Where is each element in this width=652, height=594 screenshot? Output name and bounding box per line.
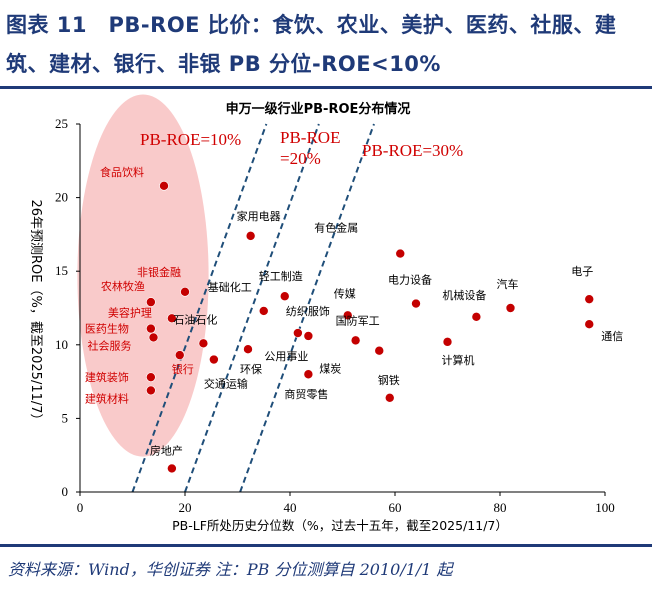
- point-label-20: 机械设备: [442, 288, 486, 302]
- point-label-12: 汽车: [497, 277, 519, 291]
- guide-lines: [131, 123, 375, 493]
- source-note: 资料来源：Wind，华创证券 注：PB 分位测算自 2010/1/1 起: [8, 560, 453, 579]
- x-tick-label: 100: [595, 500, 615, 515]
- data-point-23: [442, 337, 453, 347]
- point-label-27: 交通运输: [204, 377, 248, 391]
- data-point-30: [167, 463, 177, 474]
- data-point-4: [167, 313, 177, 324]
- highlight-ellipse: [77, 94, 209, 457]
- data-point-16: [279, 291, 290, 302]
- data-point-27: [209, 354, 219, 365]
- data-point-11: [395, 248, 406, 259]
- point-label-16: 轻工制造: [259, 269, 303, 283]
- data-point-6: [148, 332, 159, 343]
- point-label-17: 石油石化: [173, 312, 217, 326]
- data-point-10: [245, 231, 256, 241]
- point-label-24: 环保: [240, 362, 262, 376]
- data-point-12: [505, 303, 516, 313]
- data-point-29: [384, 392, 395, 403]
- data-point-26: [374, 345, 385, 356]
- figure-title: 图表 11 PB-ROE 比价：食饮、农业、美护、医药、社服、建筑、建材、银行、…: [6, 13, 617, 76]
- point-label-30: 房地产: [150, 443, 183, 457]
- data-point-14: [584, 319, 595, 329]
- data-point-28: [303, 369, 314, 380]
- chart-title: 申万一级行业PB-ROE分布情况: [226, 101, 411, 117]
- data-point-17: [198, 338, 209, 349]
- annotation-pb-roe-30: PB-ROE=30%: [362, 141, 463, 160]
- x-tick-label: 0: [77, 500, 84, 515]
- point-label-10: 家用电器: [237, 209, 281, 223]
- data-point-18: [342, 310, 353, 321]
- point-label-5: 医药生物: [85, 322, 129, 336]
- point-label-1: 食品饮料: [100, 165, 144, 179]
- annotation-pb-roe-10: PB-ROE=10%: [140, 130, 241, 149]
- point-label-4: 美容护理: [108, 305, 152, 319]
- data-point-21: [293, 328, 303, 338]
- data-point-5: [146, 323, 156, 334]
- y-tick-label: 20: [55, 190, 68, 205]
- point-label-2: 非银金融: [137, 265, 181, 279]
- y-axis-label: 26年预测ROE（%，截至2025/11/7）: [28, 199, 43, 426]
- guide-line-1: [131, 123, 268, 493]
- data-point-2: [180, 287, 190, 297]
- y-tick-label: 5: [62, 410, 69, 425]
- y-tick-label: 0: [62, 484, 69, 499]
- point-label-28: 商贸零售: [284, 387, 328, 401]
- guide-line-3: [239, 123, 375, 493]
- data-point-19: [411, 298, 421, 309]
- point-label-6: 社会服务: [88, 338, 132, 352]
- y-tick-label: 15: [55, 263, 68, 278]
- point-label-29: 钢铁: [378, 374, 400, 387]
- point-label-8: 建筑装饰: [85, 370, 129, 384]
- point-label-7: 银行: [172, 362, 194, 376]
- data-point-8: [146, 372, 156, 382]
- y-tick-label: 25: [55, 116, 68, 131]
- y-tick-label: 10: [55, 337, 68, 352]
- data-point-3: [146, 297, 156, 307]
- data-point-9: [146, 385, 156, 396]
- x-tick-label: 20: [179, 500, 192, 515]
- data-point-7: [174, 350, 185, 360]
- point-label-19: 电力设备: [388, 273, 432, 287]
- chart-axes: [79, 124, 605, 493]
- point-label-22: 国防军工: [336, 313, 380, 327]
- scatter-chart: 0 20 40 60 80 100 0 5 10 15 20 25 食品饮料非银金融农林牧渔美容护理医…: [28, 94, 623, 533]
- data-point-13: [584, 294, 595, 304]
- guide-annotations: PB-ROE=10% PB-ROE =20% PB-ROE=30%: [140, 128, 463, 168]
- point-label-18: 传媒: [334, 287, 356, 300]
- data-point-15: [258, 306, 269, 316]
- point-label-26: 煤炭: [319, 363, 341, 376]
- point-label-23: 计算机: [442, 353, 475, 367]
- data-points: [146, 181, 595, 474]
- data-point-24: [243, 344, 253, 355]
- x-tick-label: 40: [284, 500, 297, 515]
- x-axis-label: PB-LF所处历史分位数（%，过去十五年，截至2025/11/7）: [172, 518, 508, 533]
- point-label-14: 通信: [601, 330, 623, 343]
- source-divider: [0, 544, 652, 547]
- data-point-20: [471, 312, 482, 322]
- x-tick-label: 60: [389, 500, 402, 515]
- point-label-13: 电子: [571, 265, 593, 278]
- data-point-22: [350, 335, 361, 346]
- guide-line-2: [184, 123, 320, 493]
- data-point-1: [159, 181, 169, 191]
- data-point-25: [303, 331, 314, 341]
- point-label-15: 基础化工: [208, 280, 252, 294]
- point-label-9: 建筑材料: [85, 391, 129, 405]
- point-label-25: 公用事业: [264, 350, 308, 363]
- annotation-pb-roe-20: PB-ROE =20%: [280, 128, 340, 168]
- x-tick-label: 80: [494, 500, 507, 515]
- point-label-3: 农林牧渔: [101, 279, 145, 293]
- point-label-21: 纺织服饰: [286, 304, 330, 318]
- title-divider: [0, 86, 652, 89]
- point-label-11: 有色金属: [314, 221, 358, 235]
- axis-ticks: 0 20 40 60 80 100 0 5 10 15 20 25: [55, 116, 615, 515]
